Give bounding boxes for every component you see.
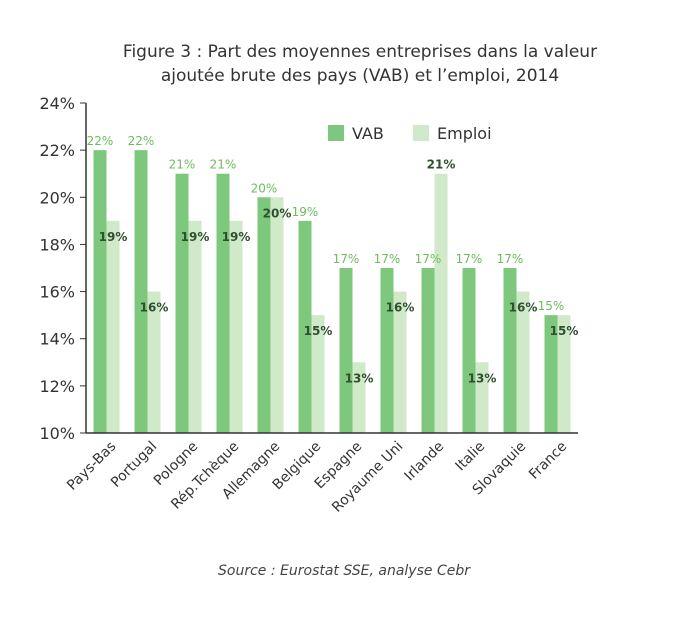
bar-emploi (475, 362, 489, 433)
y-tick-label: 24% (39, 94, 75, 113)
data-label-vab: 17% (415, 252, 442, 266)
data-label-vab: 17% (497, 252, 524, 266)
data-label-emploi: 15% (550, 324, 579, 338)
y-tick-label: 12% (39, 377, 75, 396)
bar-emploi (516, 291, 530, 433)
data-label-vab: 17% (333, 252, 360, 266)
bar-emploi (352, 362, 366, 433)
x-tick-label: Irlande (402, 439, 448, 485)
legend-label-vab: VAB (352, 124, 384, 143)
x-tick-label: Italie (453, 439, 489, 475)
y-tick-label: 16% (39, 283, 75, 302)
bar-emploi (188, 220, 202, 433)
data-label-vab: 17% (456, 252, 483, 266)
y-tick-label: 14% (39, 330, 75, 349)
y-tick-label: 18% (39, 235, 75, 254)
legend: VAB Emploi (328, 124, 492, 143)
bars-group (93, 150, 571, 433)
bar-vab (175, 173, 189, 433)
y-tick-label: 20% (39, 188, 75, 207)
bar-vab (544, 315, 558, 433)
data-label-emploi: 15% (304, 324, 333, 338)
bar-emploi (557, 315, 571, 433)
legend-swatch-emploi (413, 125, 429, 141)
source-note: Source : Eurostat SSE, analyse Cebr (218, 563, 470, 579)
data-label-emploi: 19% (99, 230, 128, 244)
data-label-vab: 21% (210, 158, 237, 172)
data-label-emploi: 16% (386, 301, 415, 315)
data-label-emploi: 21% (427, 158, 456, 172)
data-label-emploi: 19% (222, 230, 251, 244)
y-tick-label: 10% (39, 424, 75, 443)
y-tick-label: 22% (39, 141, 75, 160)
bar-vab (462, 268, 476, 433)
bar-chart: Pays-BasPortugalPologneRép.TchèqueAllema… (39, 94, 579, 516)
chart-title: Figure 3 : Part des moyennes entreprises… (60, 40, 660, 88)
x-tick-label: Pays-Bas (64, 439, 119, 494)
legend-label-emploi: Emploi (437, 124, 492, 143)
bar-emploi (229, 220, 243, 433)
bar-vab (93, 150, 107, 433)
data-label-emploi: 19% (181, 230, 210, 244)
bar-emploi (434, 173, 448, 433)
bar-vab (298, 220, 312, 433)
data-label-vab: 21% (169, 158, 196, 172)
bar-vab (380, 268, 394, 433)
data-label-vab: 22% (87, 134, 114, 148)
data-label-vab: 19% (292, 205, 319, 219)
bar-vab (339, 268, 353, 433)
bar-vab (421, 268, 435, 433)
data-label-vab: 20% (251, 181, 278, 195)
bar-emploi (311, 315, 325, 433)
chart-title-line-2: ajoutée brute des pays (VAB) et l’emploi… (160, 66, 560, 86)
data-label-emploi: 20% (263, 206, 292, 220)
bar-vab (216, 173, 230, 433)
x-tick-label: France (526, 439, 570, 483)
bar-vab (134, 150, 148, 433)
x-tick-label: Royaume Uni (329, 439, 406, 516)
data-label-emploi: 13% (468, 371, 497, 385)
data-labels-group: 22%19%22%16%21%19%21%19%20%20% 19%15%17%1… (87, 134, 579, 385)
data-label-vab: 15% (538, 299, 565, 313)
bar-emploi (106, 220, 120, 433)
data-label-emploi: 16% (140, 301, 169, 315)
data-label-vab: 22% (128, 134, 155, 148)
bar-emploi (147, 291, 161, 433)
chart-title-line-1: Figure 3 : Part des moyennes entreprises… (122, 42, 598, 62)
bar-emploi (393, 291, 407, 433)
bar-vab (257, 197, 271, 433)
legend-swatch-vab (328, 125, 344, 141)
bar-emploi (270, 197, 284, 433)
data-label-emploi: 13% (345, 371, 374, 385)
bar-vab (503, 268, 517, 433)
data-label-emploi: 16% (509, 301, 538, 315)
data-label-vab: 17% (374, 252, 401, 266)
